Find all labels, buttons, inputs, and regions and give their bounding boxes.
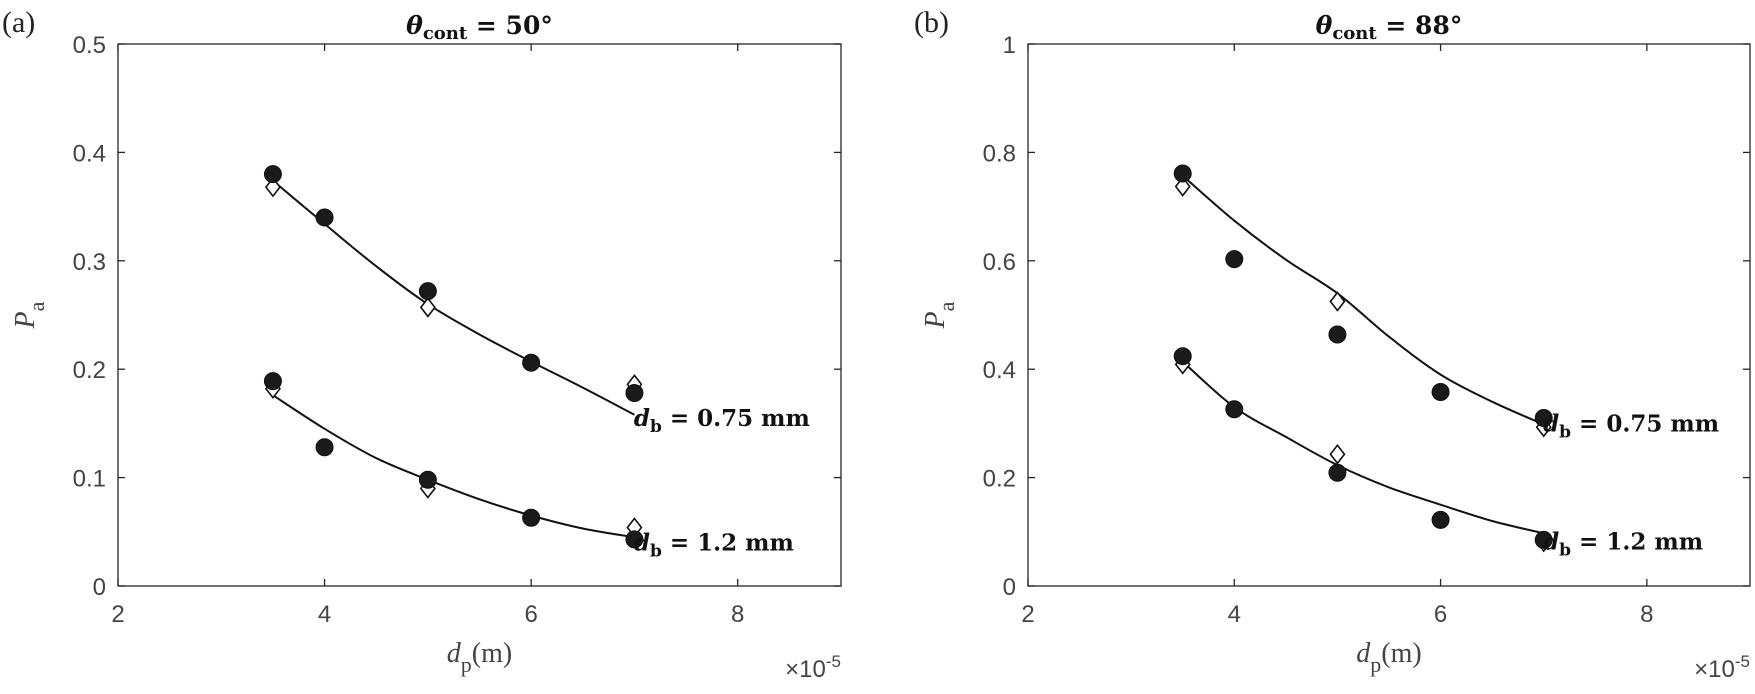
series-annotation: db = 1.2 mm: [634, 530, 794, 562]
circle-point: [522, 353, 541, 372]
x-axis-exponent: ×10-5: [1694, 652, 1750, 683]
panel-label: (a): [2, 6, 35, 39]
x-axis-label: dp(m): [447, 638, 512, 677]
circle-point: [1534, 530, 1553, 549]
x-tick-label: 2: [1021, 601, 1034, 628]
x-tick-label: 6: [524, 601, 537, 628]
circle-point: [315, 208, 334, 227]
chart-panel-2: (b) θcont = 88° 2 4 6 8 0 0.2 0.4 0.6 0.8 1 dp(m) ×10…: [914, 6, 1751, 683]
y-tick-label: 0: [93, 574, 106, 601]
circle-point: [1173, 347, 1192, 366]
y-tick-label: 0.4: [983, 357, 1016, 384]
series-annotation: db = 1.2 mm: [1543, 529, 1703, 561]
x-tick-label: 4: [1228, 601, 1241, 628]
y-tick-label: 0.2: [73, 357, 106, 384]
circle-point: [418, 470, 437, 489]
circle-point: [315, 438, 334, 457]
diamond-point: [1174, 176, 1191, 197]
y-tick-label: 0.5: [73, 32, 106, 59]
chart-panel-1: (a) θcont = 50° 2 4 6 8 0 0.1 0.2 0.3 0.4 0.5 dp(m) ×…: [2, 6, 842, 683]
circle-point: [1328, 463, 1347, 482]
circle-point: [418, 282, 437, 301]
y-tick-label: 0.2: [983, 466, 1016, 493]
fit-curve: [1182, 174, 1545, 426]
series-annotation: db = 0.75 mm: [634, 405, 810, 437]
circle-point: [1173, 164, 1192, 183]
circle-point: [1328, 325, 1347, 344]
y-axis-label: Pa: [920, 301, 959, 329]
circle-point: [1534, 408, 1553, 427]
panel-label: (b): [914, 6, 949, 39]
circle-point: [1431, 510, 1450, 529]
y-tick-label: 0.4: [73, 140, 106, 167]
circle-point: [263, 372, 282, 391]
x-tick-label: 8: [731, 601, 744, 628]
y-axis-label: Pa: [10, 301, 49, 329]
diamond-point: [264, 176, 281, 198]
plot-area: [1027, 43, 1751, 587]
circle-point: [1225, 250, 1244, 269]
x-axis-label: dp(m): [1356, 638, 1421, 677]
diamond-point: [1329, 443, 1346, 465]
y-tick-label: 0.6: [983, 249, 1016, 276]
diamond-point: [419, 297, 436, 318]
x-tick-label: 8: [1640, 601, 1653, 628]
y-tick-label: 0.8: [983, 140, 1016, 167]
plot-area: [117, 43, 842, 587]
y-tick-label: 0.1: [73, 466, 106, 493]
circle-point: [1225, 400, 1244, 419]
y-tick-label: 1: [1003, 32, 1016, 59]
fit-curve: [272, 394, 635, 539]
chart-title: θcont = 50°: [406, 11, 553, 44]
x-axis-exponent: ×10-5: [785, 652, 841, 683]
fit-curve: [1182, 360, 1544, 535]
chart-title: θcont = 88°: [1316, 11, 1463, 44]
y-tick-label: 0.3: [73, 249, 106, 276]
x-tick-label: 2: [111, 601, 124, 628]
circle-point: [625, 530, 644, 549]
series-annotation: db = 0.75 mm: [1543, 410, 1719, 442]
circle-point: [625, 384, 644, 403]
diamond-point: [1329, 291, 1346, 312]
circle-point: [522, 508, 541, 527]
x-tick-label: 6: [1434, 601, 1447, 628]
circle-point: [263, 165, 282, 184]
y-tick-label: 0: [1003, 574, 1016, 601]
x-tick-label: 4: [318, 601, 331, 628]
circle-point: [1431, 382, 1450, 401]
